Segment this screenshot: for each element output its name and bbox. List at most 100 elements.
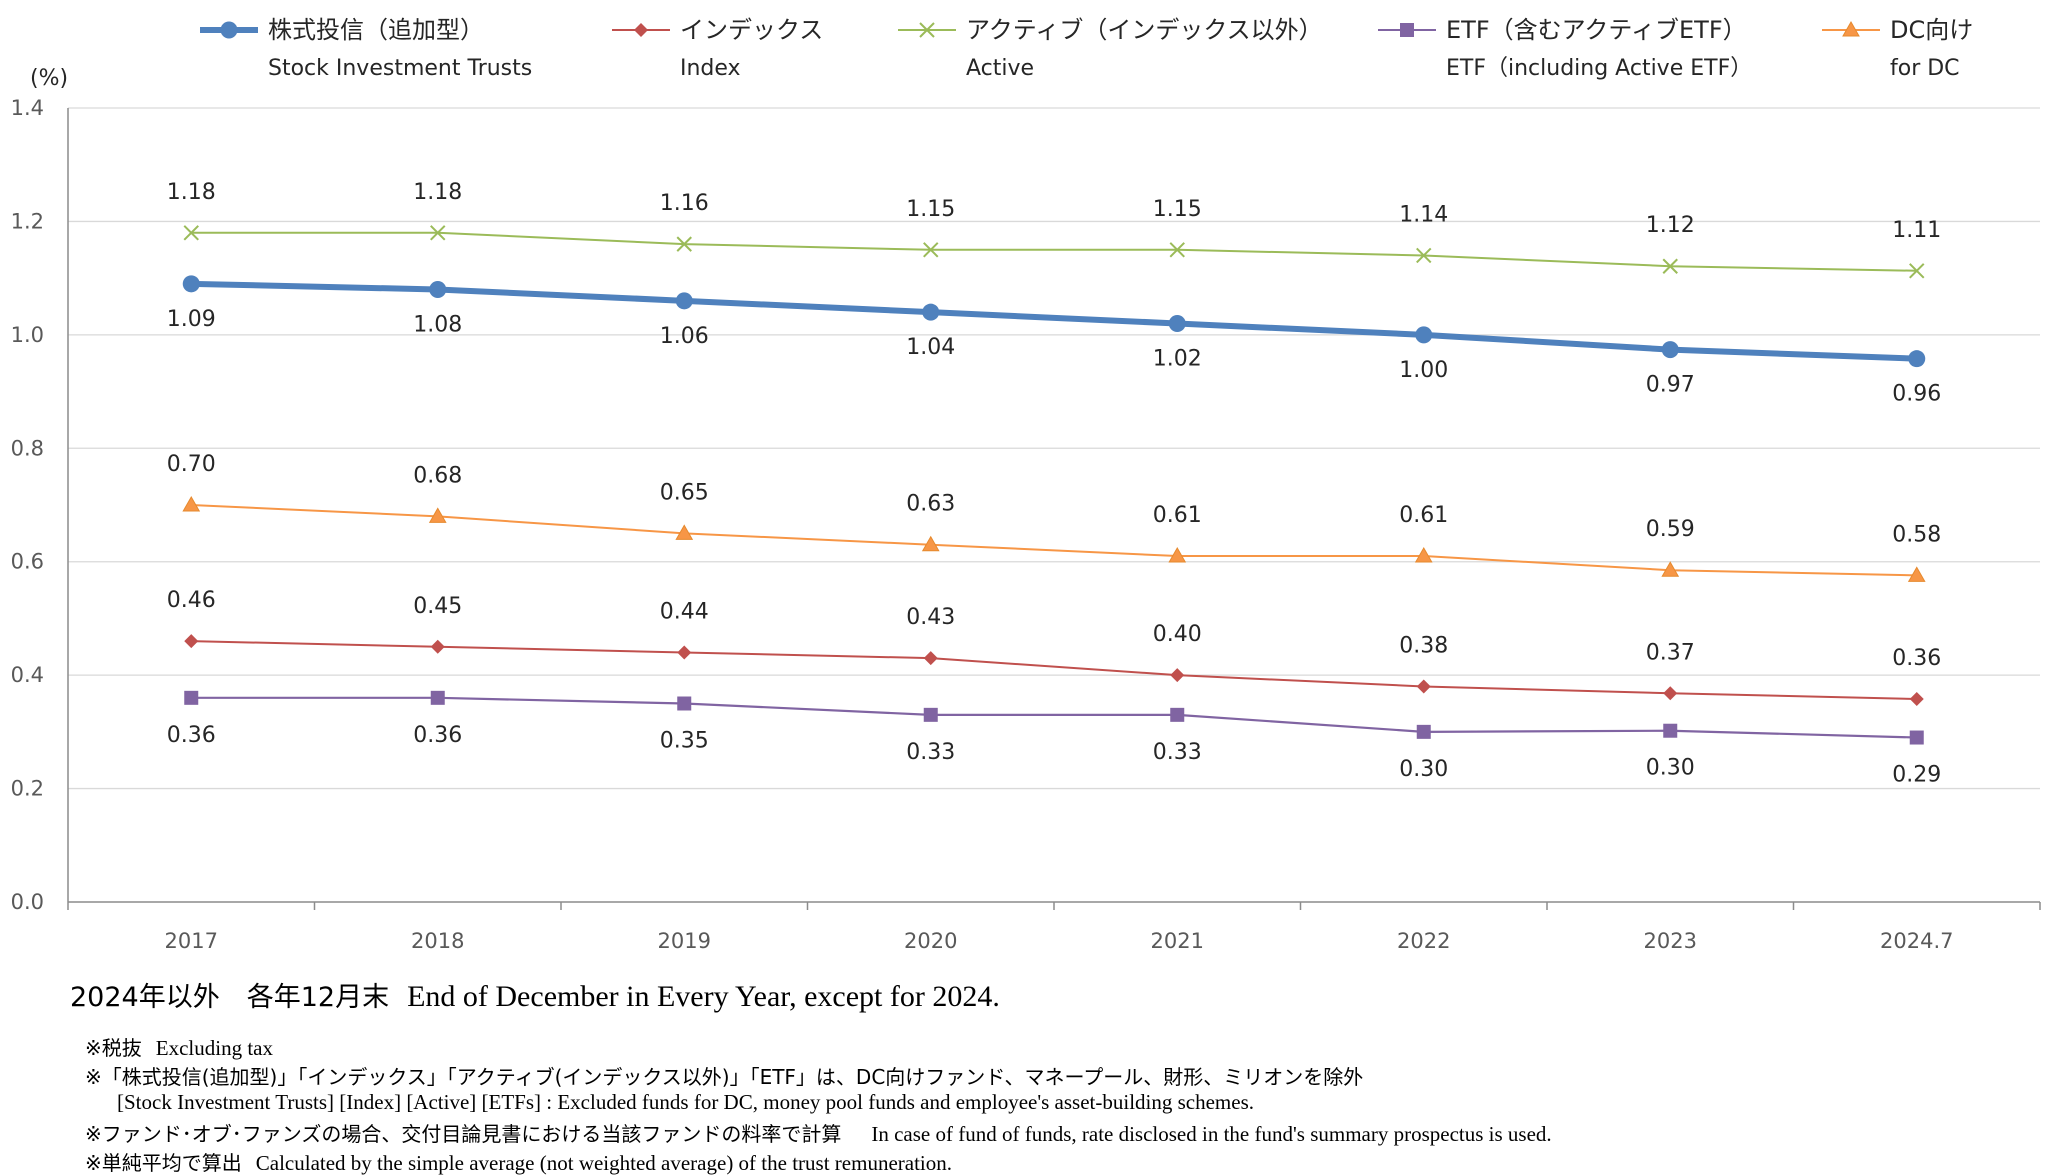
data-point — [1416, 247, 1432, 264]
data-point — [1414, 547, 1433, 563]
data-label: 0.61 — [1399, 503, 1448, 528]
data-label: 0.70 — [167, 452, 216, 477]
data-point — [1170, 707, 1185, 722]
data-point — [1663, 686, 1678, 701]
data-point — [1907, 566, 1926, 582]
data-point — [1416, 724, 1431, 739]
series-lines — [191, 231, 1917, 739]
data-point — [430, 690, 445, 705]
data-label: 0.29 — [1892, 763, 1941, 788]
tax-note-jp: ※税抜 — [85, 1036, 142, 1060]
x-tick-label: 2021 — [1151, 929, 1204, 953]
average-note: ※単純平均で算出 Calculated by the simple average… — [85, 1147, 952, 1176]
data-point — [1909, 691, 1924, 706]
fund-of-funds-note: ※ファンド･オブ･ファンズの場合、交付目論見書における当該ファンドの料率で計算 I… — [85, 1118, 1552, 1147]
data-label: 0.63 — [906, 492, 955, 517]
data-label: 1.18 — [413, 180, 462, 205]
date-note-jp: 2024年以外 各年12月末 — [70, 982, 390, 1013]
line-chart: 0.0 0.2 0.4 0.6 0.8 1.0 1.2 1.4 2017 2018 2019 202… — [11, 16, 2041, 953]
data-label: 0.36 — [413, 723, 462, 748]
legend-sublabel: for DC — [1890, 56, 1960, 81]
data-label: 0.68 — [413, 463, 462, 488]
data-point — [1662, 258, 1678, 274]
series-markers — [182, 225, 1926, 745]
data-point — [183, 225, 199, 241]
data-label: 1.12 — [1646, 213, 1695, 238]
data-label: 0.30 — [1646, 756, 1695, 781]
y-tick-label: 0.8 — [11, 436, 44, 460]
data-point — [923, 242, 939, 258]
legend-label: ETF（含むアクティブETF） — [1446, 16, 1747, 44]
data-point — [430, 639, 445, 654]
legend-marker — [634, 23, 648, 37]
data-point — [675, 524, 694, 540]
data-point — [1909, 263, 1925, 279]
legend-marker — [1400, 23, 1414, 37]
legend-sublabel: Index — [680, 56, 741, 81]
x-tick-label: 2018 — [411, 929, 464, 953]
data-label: 0.46 — [167, 588, 216, 613]
x-tick-label: 2023 — [1644, 929, 1697, 953]
data-label: 0.43 — [906, 605, 955, 630]
data-point — [1170, 668, 1185, 683]
series-line — [191, 231, 1917, 272]
data-label: 1.14 — [1399, 202, 1448, 227]
data-label: 0.65 — [660, 480, 709, 505]
data-point — [430, 225, 446, 241]
data-label: 0.30 — [1399, 757, 1448, 782]
data-point — [923, 651, 938, 666]
data-label: 1.16 — [660, 191, 709, 216]
data-label: 0.58 — [1892, 522, 1941, 547]
tax-note-en: Excluding tax — [155, 1036, 273, 1060]
data-point — [182, 495, 201, 512]
fund-of-funds-note-jp: ※ファンド･オブ･ファンズの場合、交付目論見書における当該ファンドの料率で計算 — [85, 1122, 842, 1146]
y-tick-label: 0.0 — [11, 890, 44, 914]
x-marker-stroke — [1416, 247, 1432, 264]
x-marker-stroke — [1909, 263, 1925, 279]
data-label: 1.11 — [1892, 218, 1941, 243]
series-line — [191, 280, 1917, 362]
y-tick-label: 1.2 — [11, 209, 44, 233]
x-tick-label: 2020 — [904, 929, 957, 953]
legend-marker — [220, 21, 238, 39]
data-label: 1.00 — [1399, 358, 1448, 383]
data-label: 0.33 — [1153, 740, 1202, 765]
data-label: 1.04 — [906, 335, 955, 360]
data-point — [1908, 350, 1926, 368]
legend-label: DC向け — [1890, 16, 1973, 44]
x-tick-label: 2019 — [658, 929, 711, 953]
legend-label: 株式投信（追加型） — [268, 16, 484, 44]
data-label: 1.08 — [413, 312, 462, 337]
data-label: 0.38 — [1399, 633, 1448, 658]
data-point — [677, 696, 692, 711]
data-label: 0.96 — [1892, 382, 1941, 407]
gridlines — [68, 107, 2040, 790]
exclusion-note-en: [Stock Investment Trusts] [Index] [Activ… — [117, 1090, 1255, 1114]
data-point — [676, 236, 692, 252]
y-tick-label: 0.4 — [11, 663, 44, 687]
average-note-jp: ※単純平均で算出 — [85, 1151, 242, 1175]
average-note-en: Calculated by the simple average (not we… — [255, 1151, 952, 1175]
data-label: 1.06 — [660, 324, 709, 349]
y-tick-label: 1.4 — [11, 96, 44, 120]
data-point — [675, 292, 693, 310]
data-point — [923, 707, 938, 722]
data-point — [1415, 326, 1433, 344]
x-marker-stroke — [1662, 258, 1678, 274]
data-labels: 1.09 1.08 1.06 1.04 1.02 1.00 0.97 0.96 0.46 0.45… — [167, 180, 1941, 788]
x-marker-stroke — [183, 225, 199, 241]
data-point — [921, 535, 940, 552]
data-point — [184, 634, 199, 649]
data-label: 0.35 — [660, 729, 709, 754]
data-label: 0.97 — [1646, 373, 1695, 398]
data-point — [1661, 561, 1680, 577]
tax-note: ※税抜 Excluding tax — [85, 1032, 273, 1061]
x-marker-stroke — [430, 225, 446, 241]
data-point — [1168, 315, 1186, 333]
data-point — [922, 303, 940, 321]
legend-sublabel: Stock Investment Trusts — [268, 56, 532, 81]
x-marker-stroke — [923, 242, 939, 258]
data-label: 1.02 — [1153, 347, 1202, 372]
data-label: 0.33 — [906, 740, 955, 765]
data-label: 0.59 — [1646, 517, 1695, 542]
